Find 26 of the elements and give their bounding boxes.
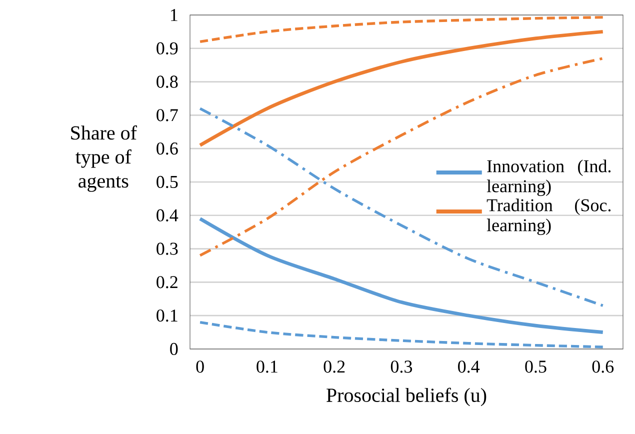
y-tick-label: 0.1 bbox=[156, 309, 178, 322]
y-axis-title: Share of type of agents bbox=[71, 125, 137, 192]
line-series bbox=[198, 216, 605, 334]
x-tick-label: 0.4 bbox=[458, 360, 480, 373]
y-tick-label: 0.6 bbox=[156, 142, 178, 155]
y-tick-label: 0.3 bbox=[156, 242, 178, 255]
x-axis-title: Prosocial beliefs (u) bbox=[326, 388, 486, 406]
y-tick-label: 1 bbox=[170, 9, 178, 21]
x-tick-label: 0.1 bbox=[256, 360, 278, 373]
y-tick-label: 0.7 bbox=[156, 109, 178, 122]
x-tick-label: 0.2 bbox=[324, 360, 345, 373]
line-series bbox=[198, 30, 605, 147]
line-series bbox=[198, 320, 604, 348]
x-tick-label: 0 bbox=[196, 360, 204, 373]
line-series bbox=[198, 16, 604, 44]
legend-label: Innovation (Ind. learning) bbox=[486, 160, 611, 196]
x-tick-label: 0.3 bbox=[390, 360, 412, 373]
y-tick-label: 0 bbox=[170, 342, 178, 356]
y-tick-label: 0.5 bbox=[156, 176, 178, 188]
legend-label: Tradition (Soc. learning) bbox=[486, 198, 611, 236]
y-tick-label: 0.2 bbox=[156, 276, 178, 288]
y-tick-label: 0.8 bbox=[156, 76, 178, 88]
x-tick-label: 0.6 bbox=[592, 360, 614, 373]
y-tick-label: 0.4 bbox=[156, 209, 178, 222]
x-tick-label: 0.5 bbox=[525, 360, 546, 373]
y-tick-label: 0.9 bbox=[156, 42, 178, 54]
